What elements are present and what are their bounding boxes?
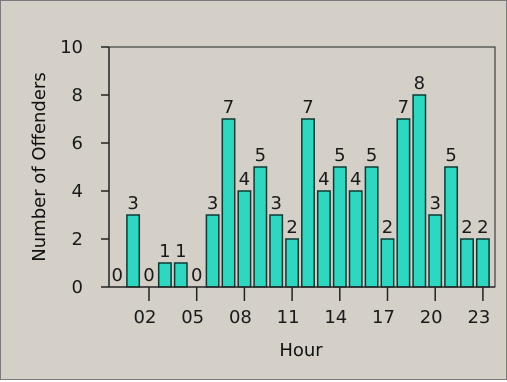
data-label: 0 [143, 265, 154, 286]
bar [205, 214, 220, 288]
y-tick-label: 6 [72, 133, 83, 154]
bar [380, 238, 395, 288]
bar [396, 118, 411, 288]
y-tick-label: 4 [72, 181, 83, 202]
bar [460, 238, 474, 288]
y-ticks-group: 0 2 4 6 8 10 [60, 37, 109, 298]
data-label: 5 [445, 145, 456, 166]
data-label: 7 [302, 97, 313, 118]
x-tick-label: 08 [229, 307, 252, 328]
bar [301, 118, 315, 288]
bar [316, 190, 331, 288]
y-tick-label: 8 [72, 85, 83, 106]
data-label: 3 [429, 193, 440, 214]
bar [428, 214, 443, 288]
data-label: 1 [159, 241, 170, 262]
bar [364, 166, 379, 288]
y-tick-label: 0 [72, 277, 83, 298]
data-label: 4 [350, 169, 361, 190]
bars-group [126, 94, 490, 288]
data-label: 7 [398, 97, 409, 118]
x-tick-label: 14 [324, 307, 347, 328]
bar [126, 214, 141, 288]
x-tick-label: 05 [181, 307, 204, 328]
data-label: 3 [207, 193, 218, 214]
data-label: 2 [461, 217, 472, 238]
x-tick-label: 02 [134, 307, 157, 328]
bar [221, 118, 236, 288]
data-label: 5 [366, 145, 377, 166]
bar [173, 262, 188, 288]
data-label: 0 [191, 265, 202, 286]
bar [475, 238, 490, 288]
y-axis-title: Number of Offenders [29, 72, 50, 261]
data-label: 8 [414, 73, 425, 94]
bar [285, 238, 300, 288]
data-label: 1 [175, 241, 186, 262]
bar [253, 166, 268, 288]
y-tick-label: 10 [60, 37, 83, 58]
data-label: 5 [334, 145, 345, 166]
x-tick-label: 11 [277, 307, 300, 328]
bar [157, 262, 172, 288]
data-label: 4 [239, 169, 250, 190]
data-label: 2 [286, 217, 297, 238]
y-tick-label: 2 [72, 229, 83, 250]
data-label: 0 [111, 265, 122, 286]
data-label: 3 [127, 193, 138, 214]
data-label: 7 [223, 97, 234, 118]
data-label: 2 [382, 217, 393, 238]
bar [269, 214, 284, 288]
x-tick-label: 20 [420, 307, 443, 328]
x-tick-label: 23 [467, 307, 490, 328]
bar [348, 190, 363, 288]
data-label: 3 [270, 193, 281, 214]
x-ticks-group: 02 05 08 11 14 17 20 23 [134, 287, 490, 328]
x-axis-title: Hour [279, 340, 323, 361]
bar [237, 190, 252, 288]
data-label: 4 [318, 169, 329, 190]
x-tick-label: 17 [372, 307, 395, 328]
bar [412, 94, 427, 288]
data-label: 5 [255, 145, 266, 166]
bar [444, 166, 459, 288]
bar [332, 166, 347, 288]
data-label: 2 [477, 217, 488, 238]
